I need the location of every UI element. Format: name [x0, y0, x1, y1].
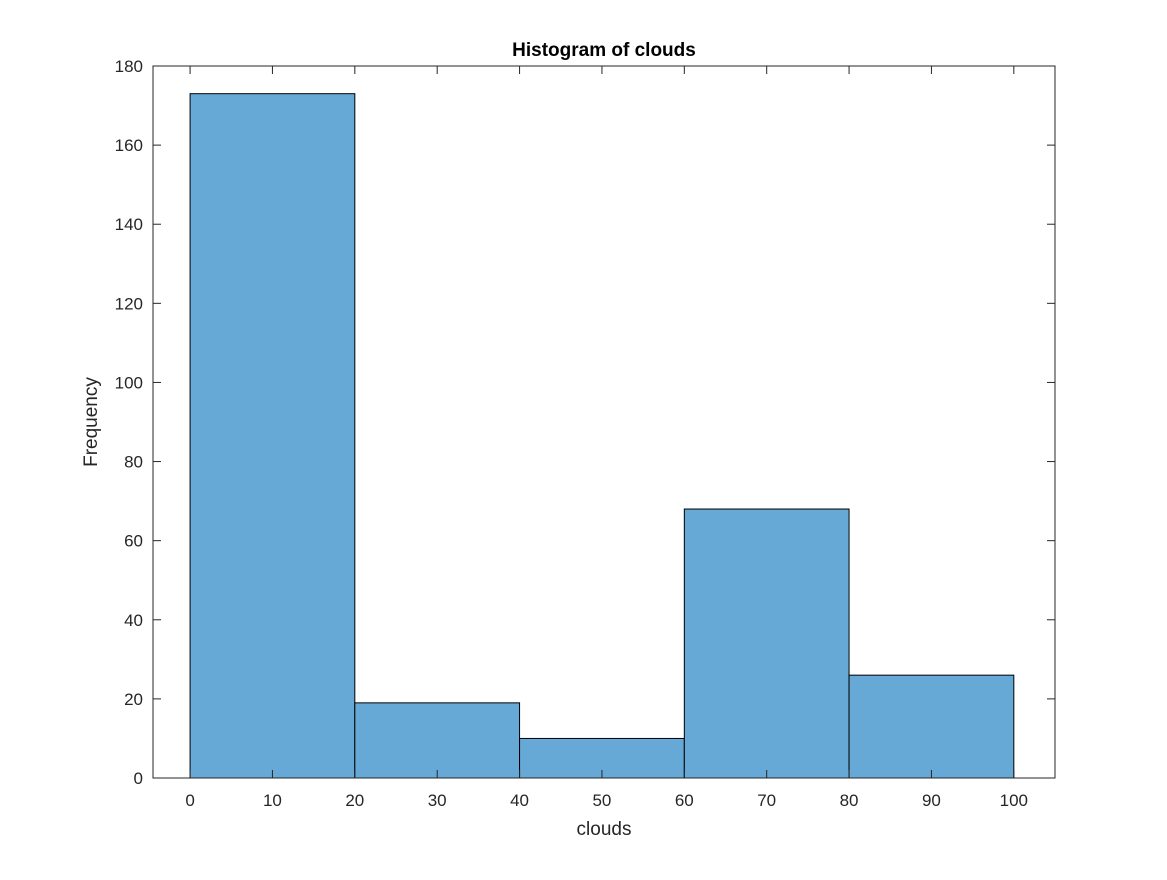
ticks-group: 0 10 20 30 40 50 60 70 80 90 100 0 20 40 60 80 100 120 140…	[115, 57, 1055, 810]
y-tick-label: 100	[115, 373, 143, 392]
x-tick-label: 40	[510, 791, 529, 810]
histogram-bar	[189, 93, 356, 779]
y-tick-label: 160	[115, 136, 143, 155]
x-tick-label: 80	[840, 791, 859, 810]
x-tick-label: 100	[1000, 791, 1028, 810]
x-tick-label: 30	[428, 791, 447, 810]
y-tick-label: 40	[124, 611, 143, 630]
histogram-bar	[848, 674, 1015, 779]
histogram-bar	[354, 702, 521, 779]
y-axis-label: Frequency	[81, 377, 102, 467]
y-tick-label: 60	[124, 532, 143, 551]
axes-box	[152, 65, 1056, 779]
histogram-bar	[683, 508, 850, 779]
bars-group	[189, 93, 1015, 779]
x-tick-label: 0	[185, 791, 194, 810]
y-tick-label: 20	[124, 690, 143, 709]
x-tick-label: 50	[592, 791, 611, 810]
x-tick-label: 60	[675, 791, 694, 810]
x-tick-label: 70	[757, 791, 776, 810]
chart-title: Histogram of clouds	[512, 40, 696, 61]
y-tick-label: 0	[134, 769, 143, 788]
y-tick-label: 80	[124, 453, 143, 472]
x-axis-label: clouds	[577, 819, 632, 840]
y-tick-label: 180	[115, 57, 143, 76]
x-tick-label: 10	[263, 791, 282, 810]
x-tick-label: 90	[922, 791, 941, 810]
x-tick-label: 20	[345, 791, 364, 810]
y-tick-label: 120	[115, 294, 143, 313]
y-tick-label: 140	[115, 215, 143, 234]
